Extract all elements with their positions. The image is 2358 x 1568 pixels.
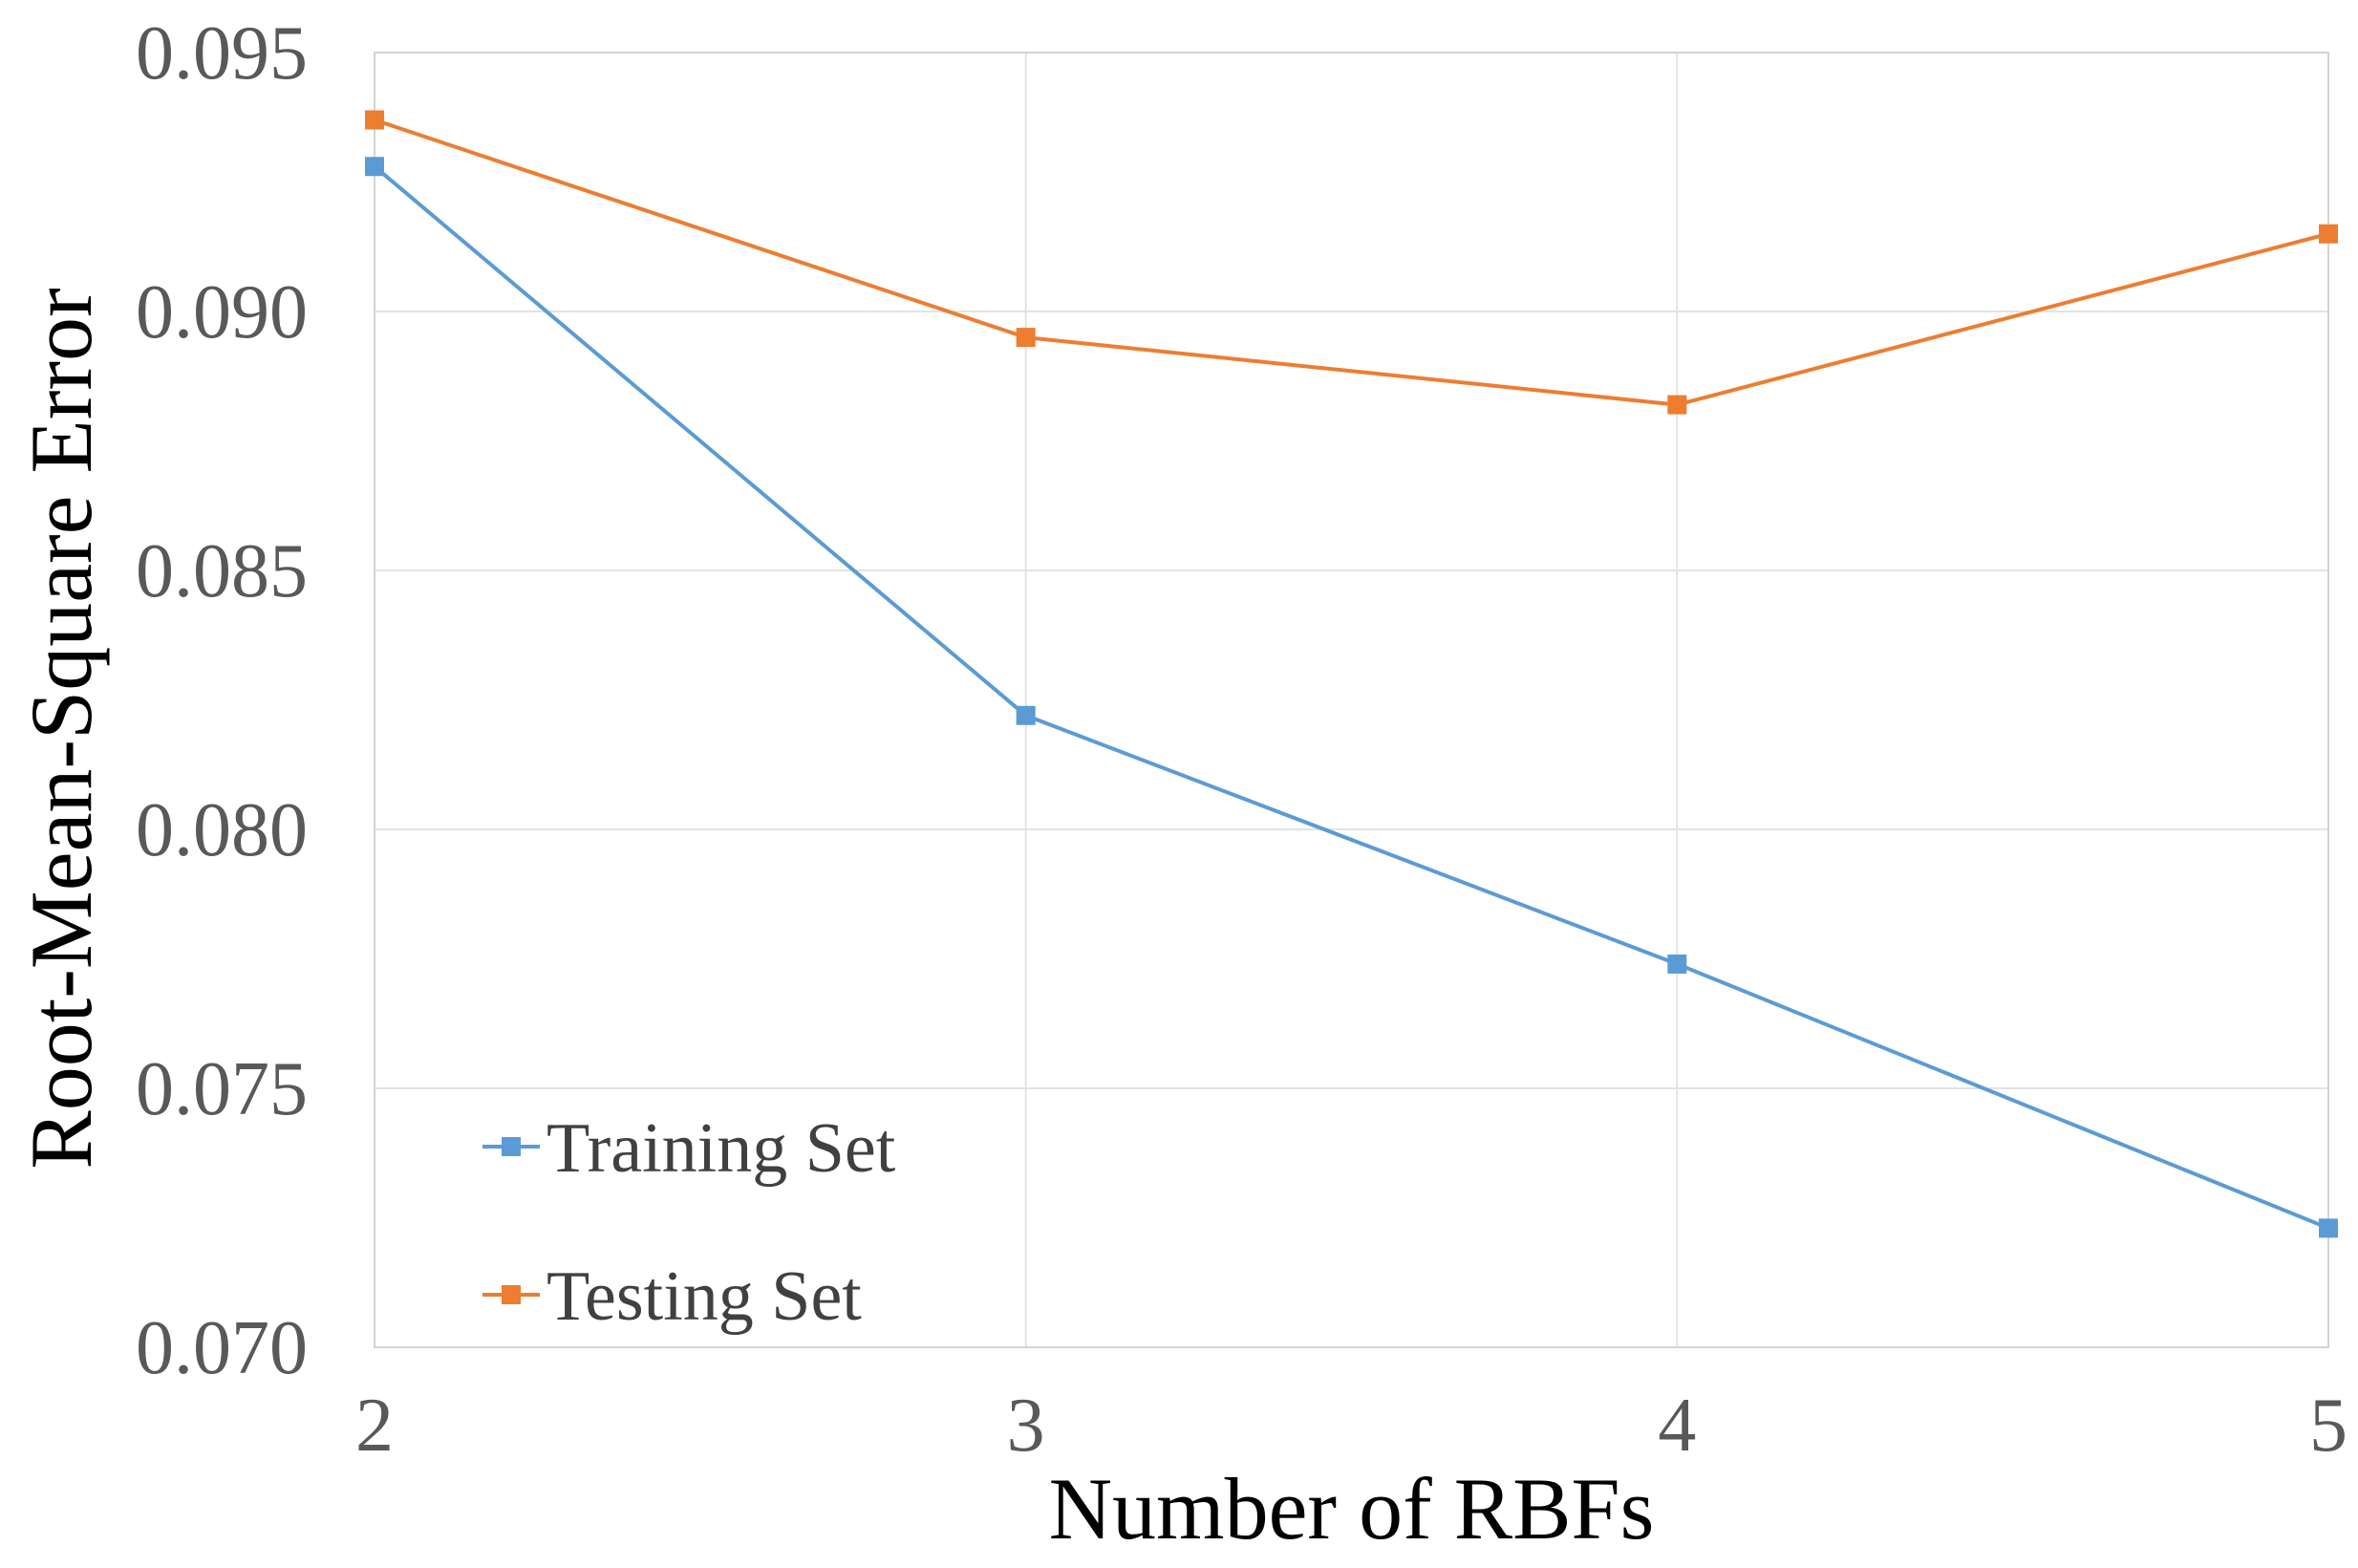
y-tick-label: 0.085: [136, 529, 308, 613]
y-tick-label: 0.090: [136, 270, 308, 354]
legend-item-testing-set: Testing Set: [482, 1257, 862, 1336]
x-tick-label: 5: [2309, 1384, 2347, 1468]
data-point-training-set: [365, 157, 384, 177]
series-testing-set: [365, 110, 2338, 415]
data-point-testing-set: [1667, 395, 1687, 415]
y-tick-label: 0.070: [136, 1306, 308, 1390]
legend-label-training-set: Training Set: [547, 1109, 896, 1188]
plot-area: [374, 52, 2329, 1348]
x-axis-title: Number of RBFs: [1049, 1460, 1655, 1557]
y-tick-label: 0.095: [136, 11, 308, 96]
series-layer: [365, 110, 2338, 1238]
data-point-training-set: [2319, 1218, 2338, 1238]
legend: Training Set Testing Set: [482, 1109, 896, 1336]
series-training-set: [365, 157, 2338, 1238]
data-point-testing-set: [365, 110, 384, 130]
x-tick-label: 2: [355, 1384, 394, 1468]
data-point-testing-set: [1016, 328, 1036, 348]
series-line-training-set: [373, 164, 2329, 1231]
data-point-testing-set: [2319, 224, 2338, 244]
legend-swatch-marker-training-set: [502, 1137, 521, 1156]
legend-label-testing-set: Testing Set: [547, 1257, 862, 1336]
legend-item-training-set: Training Set: [482, 1109, 896, 1188]
series-line-testing-set: [374, 118, 2329, 407]
legend-swatch-marker-testing-set: [502, 1285, 521, 1304]
y-axis-title: Root-Mean-Square Error: [12, 288, 110, 1169]
y-tick-label: 0.075: [136, 1047, 308, 1131]
data-point-training-set: [1016, 705, 1036, 725]
x-tick-label: 3: [1007, 1384, 1045, 1468]
y-tick-label: 0.080: [136, 788, 308, 872]
y-axis-tick-labels: 0.070 0.075 0.080 0.085 0.090 0.095: [136, 11, 308, 1390]
data-point-training-set: [1667, 954, 1687, 974]
x-axis-tick-labels: 2 3 4 5: [355, 1384, 2347, 1468]
x-tick-label: 4: [1658, 1384, 1696, 1468]
